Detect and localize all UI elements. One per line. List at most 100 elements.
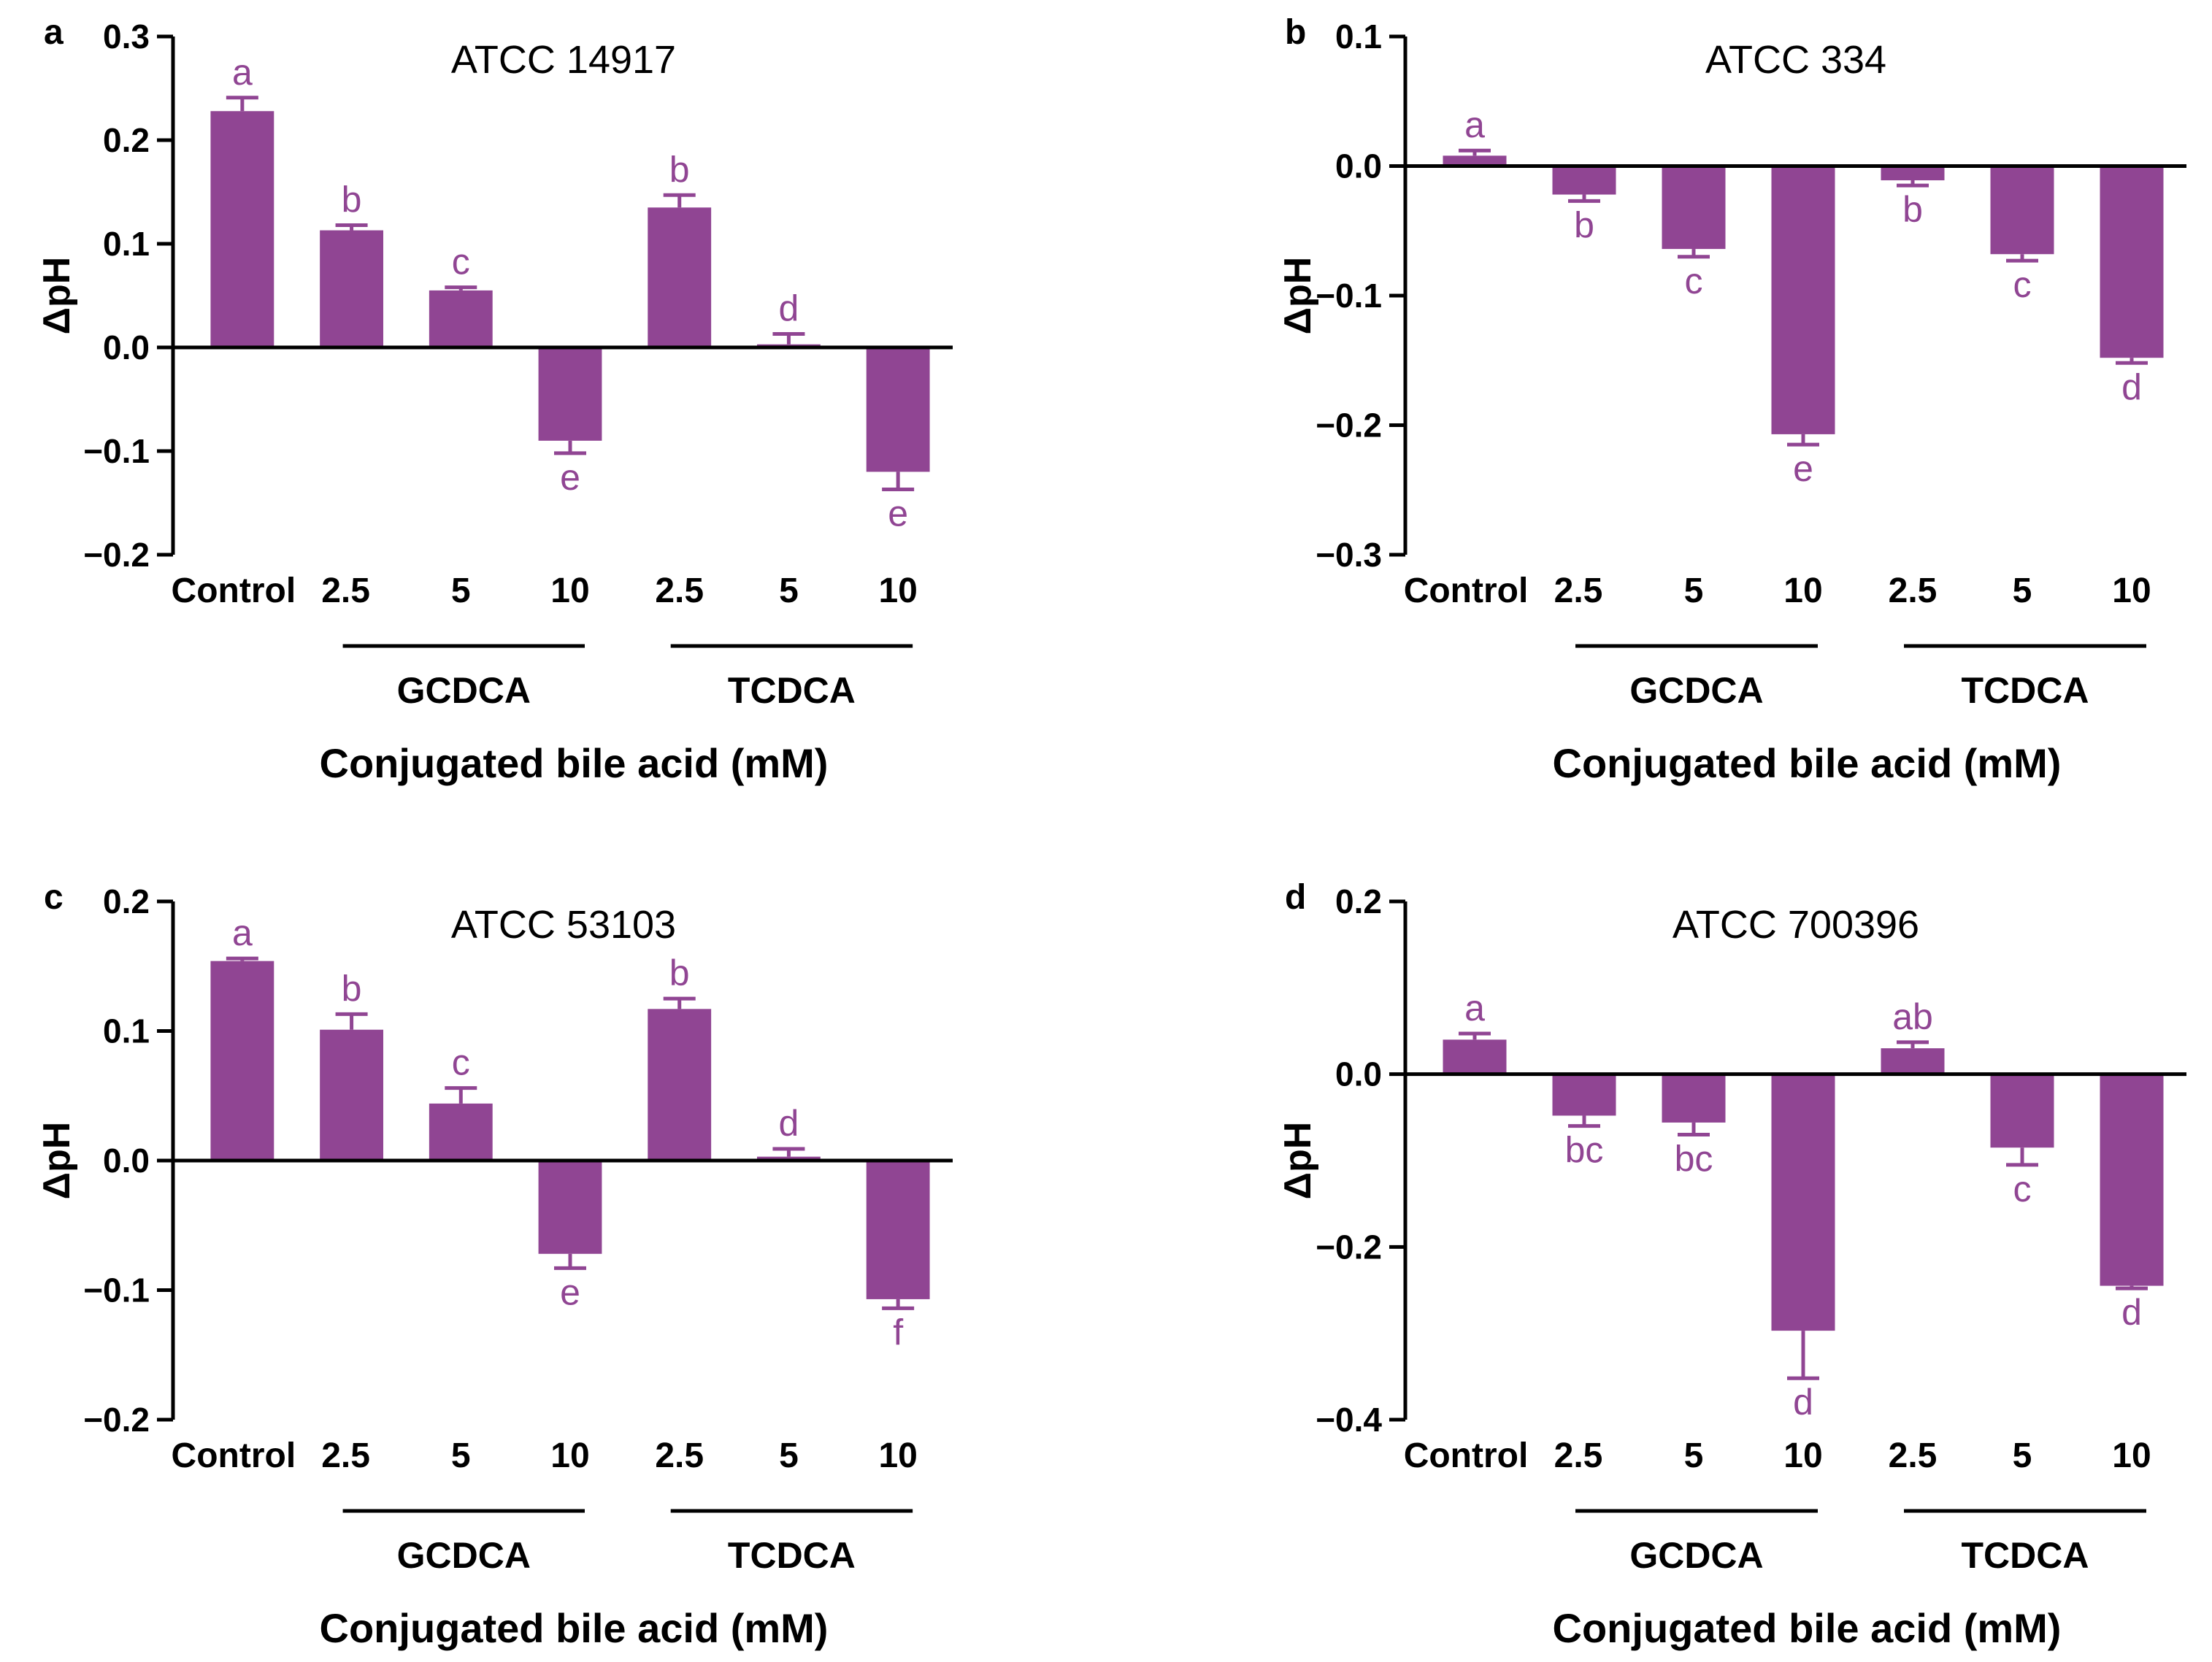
bar [1552,1074,1616,1116]
group-label: GCDCA [1629,1535,1763,1576]
bar [1990,166,2054,255]
significance-letter: a [232,912,253,953]
x-tick-label: Control [172,1436,296,1475]
x-tick-label: 5 [451,572,471,610]
y-tick-label: 0.1 [1335,18,1382,55]
group-label: TCDCA [1962,1535,2089,1576]
y-tick-label: −0.4 [1316,1401,1382,1439]
x-tick-label: 2.5 [321,1436,370,1475]
x-tick-label: 2.5 [1889,572,1938,610]
bar [538,1161,602,1254]
bar [1552,166,1616,195]
x-tick-label: 10 [550,1436,589,1475]
significance-letter: d [779,288,799,329]
y-axis-label: ΔpH [36,1122,78,1200]
bar [1771,1074,1835,1331]
x-tick-label: 10 [878,1436,917,1475]
bar [429,1103,493,1161]
x-tick-label: 10 [1783,1436,1822,1475]
y-tick-label: 0.2 [103,882,150,920]
chart-panel-a: a ATCC 14917 −0.2 −0.1 0.0 0.1 0.2 0.3 ΔpH a b c e b d… [36,13,953,786]
x-tick-label: 10 [878,572,917,610]
significance-letter: b [669,953,690,993]
y-tick-label: −0.1 [83,432,150,470]
bar [1990,1074,2054,1148]
strain-title: ATCC 700396 [1673,903,1919,947]
significance-letter: e [560,457,580,498]
bar [1443,1039,1507,1074]
y-tick-label: 0.0 [103,1142,150,1180]
significance-letter: c [452,1042,470,1083]
significance-letter: bc [1675,1139,1713,1180]
chart-panel-b: b ATCC 334 −0.3 −0.2 −0.1 0.0 0.1 ΔpH a b c e b c d Con… [1277,13,2186,786]
x-tick-label: 10 [1783,572,1822,610]
group-label: GCDCA [397,1535,531,1576]
x-tick-label: 5 [2013,1436,2032,1475]
significance-letter: c [452,242,470,282]
bar [1662,166,1726,250]
significance-letter: b [342,179,362,220]
significance-letter: bc [1565,1130,1604,1171]
y-tick-label: −0.2 [1316,407,1382,445]
bar [648,1009,712,1161]
x-tick-label: 5 [1684,1436,1704,1475]
significance-letter: d [2121,366,2142,407]
x-tick-label: 5 [451,1436,471,1475]
x-axis-label: Conjugated bile acid (mM) [320,1605,829,1651]
bar [429,290,493,347]
chart-panel-c: c ATCC 53103 −0.2 −0.1 0.0 0.1 0.2 ΔpH a b c e b d f Co… [36,878,953,1651]
strain-title: ATCC 334 [1705,38,1886,82]
y-tick-label: −0.2 [1316,1228,1382,1266]
x-tick-label: 5 [779,1436,799,1475]
bar [1881,166,1945,181]
bar [757,1156,821,1161]
group-label: GCDCA [397,670,531,711]
x-tick-label: 2.5 [1889,1436,1938,1475]
significance-letter: a [1464,104,1485,145]
y-axis-label: ΔpH [1277,257,1319,335]
y-tick-label: −0.1 [1316,277,1382,315]
x-tick-label: 2.5 [1554,572,1603,610]
significance-letter: e [560,1271,580,1312]
significance-letter: d [779,1103,799,1144]
significance-letter: f [893,1312,903,1353]
y-tick-label: −0.3 [1316,536,1382,574]
y-tick-label: 0.0 [1335,147,1382,185]
significance-letter: b [669,149,690,190]
significance-letter: e [888,493,908,534]
y-tick-label: 0.0 [103,328,150,366]
y-tick-label: −0.1 [83,1271,150,1309]
x-tick-label: Control [172,572,296,610]
bar [320,230,383,347]
significance-letter: d [1793,1382,1813,1423]
significance-letter: a [1464,988,1485,1028]
group-label: GCDCA [1629,670,1763,711]
group-label: TCDCA [728,670,856,711]
x-tick-label: Control [1404,572,1529,610]
y-tick-label: −0.2 [83,536,150,574]
x-tick-label: 2.5 [655,572,704,610]
bar [2100,1074,2164,1286]
significance-letter: ab [1892,996,1933,1037]
significance-letter: c [2013,1169,2032,1209]
significance-letter: b [1574,204,1594,245]
x-tick-label: 10 [2112,1436,2151,1475]
y-axis-label: ΔpH [1277,1122,1319,1200]
panel-letter: b [1285,13,1306,52]
y-axis-label: ΔpH [36,257,78,335]
x-tick-label: 2.5 [1554,1436,1603,1475]
group-label: TCDCA [728,1535,856,1576]
strain-title: ATCC 53103 [451,903,676,947]
significance-letter: b [342,968,362,1009]
significance-letter: c [1685,261,1703,301]
x-tick-label: 2.5 [321,572,370,610]
x-axis-label: Conjugated bile acid (mM) [1553,1605,2062,1651]
significance-letter: e [1793,448,1813,489]
panel-letter: c [44,878,64,917]
y-tick-label: 0.0 [1335,1055,1382,1093]
bar [2100,166,2164,358]
x-tick-label: 5 [2013,572,2032,610]
significance-letter: c [2013,264,2032,305]
x-axis-label: Conjugated bile acid (mM) [320,740,829,786]
